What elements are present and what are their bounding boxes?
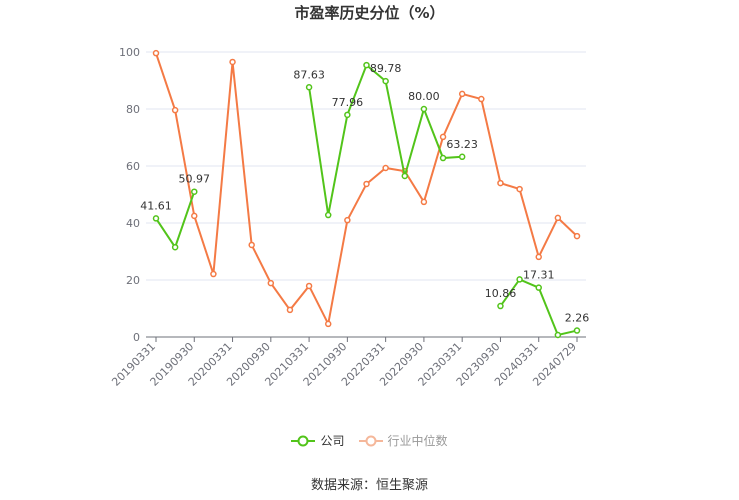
legend-item-industry-median[interactable]: 行业中位数: [358, 432, 448, 449]
data-label: 63.23: [446, 138, 478, 151]
company-point: [171, 243, 179, 251]
company-point: [497, 302, 504, 310]
y-tick-label: 60: [126, 160, 140, 173]
industry-median-point: [324, 320, 332, 328]
line-chart: 0204060801002019033120190930202003312020…: [109, 46, 590, 389]
industry-median-point: [439, 133, 447, 141]
company-point: [458, 153, 466, 161]
y-tick-label: 40: [126, 217, 140, 230]
data-label: 10.86: [485, 287, 517, 300]
company-point: [344, 111, 351, 119]
industry-median-point: [478, 95, 485, 103]
y-tick-label: 20: [126, 274, 140, 287]
company-point: [152, 215, 160, 222]
industry-median-point: [248, 241, 255, 249]
company-point: [363, 61, 370, 69]
industry-median-point: [497, 179, 504, 187]
industry-median-point: [171, 106, 179, 114]
company-point: [535, 284, 542, 291]
industry-median-point: [229, 58, 236, 66]
company-point: [191, 188, 198, 195]
data-label: 89.78: [370, 62, 402, 75]
industry-median-point: [267, 279, 275, 287]
data-label: 77.96: [332, 96, 364, 109]
legend-label-industry-median: 行业中位数: [387, 434, 448, 448]
industry-median-point: [152, 49, 160, 57]
industry-median-point: [286, 306, 294, 314]
data-label: 80.00: [408, 90, 440, 103]
chart-title: 市盈率历史分位（%）: [294, 4, 445, 22]
data-label: 17.31: [523, 269, 555, 282]
industry-median-point: [535, 253, 542, 261]
industry-median-point: [458, 90, 466, 98]
data-label: 2.26: [565, 312, 590, 325]
industry-median-point: [344, 216, 351, 224]
industry-median-point: [363, 180, 370, 188]
y-tick-label: 0: [133, 331, 140, 344]
data-label: 87.63: [293, 68, 325, 81]
legend-industry-marker-icon: [358, 435, 383, 446]
company-point: [401, 172, 409, 180]
industry-median-point: [573, 232, 581, 240]
company-point: [305, 84, 313, 91]
industry-median-point: [191, 212, 198, 220]
data-source: 数据来源：恒生聚源: [310, 478, 428, 493]
y-tick-label: 80: [126, 103, 140, 116]
data-label: 50.97: [179, 173, 211, 186]
company-point: [382, 77, 389, 85]
company-line: [308, 63, 463, 216]
industry-median-point: [210, 270, 217, 278]
company-point: [420, 105, 428, 113]
company-point: [573, 327, 581, 334]
company-point: [516, 276, 523, 283]
industry-median-point: [382, 164, 389, 172]
legend-item-company[interactable]: 公司: [291, 432, 345, 449]
legend-company-marker-icon: [291, 435, 316, 446]
industry-median-line: [155, 52, 578, 327]
company-point: [554, 331, 562, 339]
y-tick-label: 100: [119, 46, 140, 59]
industry-median-point: [305, 282, 313, 290]
company-point: [439, 154, 447, 162]
industry-median-point: [554, 214, 562, 222]
industry-median-point: [420, 198, 428, 206]
legend: 公司 行业中位数: [0, 432, 739, 449]
data-label: 41.61: [140, 199, 172, 212]
industry-median-point: [516, 185, 523, 193]
company-point: [324, 211, 332, 219]
legend-label-company: 公司: [320, 434, 345, 448]
